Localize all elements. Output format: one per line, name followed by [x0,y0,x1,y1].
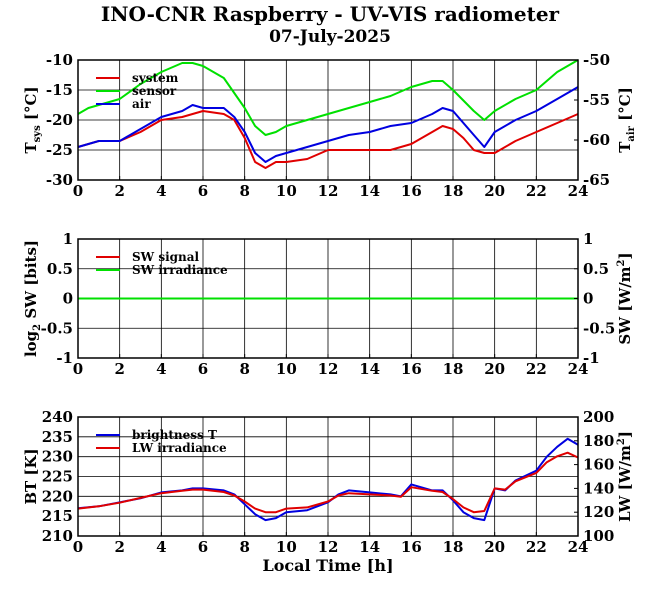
y-tick-label: 1 [63,230,73,248]
y2-tick-label: 180 [583,432,614,450]
page-date: 07-July-2025 [269,27,391,47]
x-tick-label: 0 [73,182,83,200]
y-tick-label: 225 [42,468,73,486]
x-axis-label: Local Time [h] [262,556,393,575]
x-tick-label: 8 [239,360,249,378]
y-tick-label: -0.5 [41,319,73,337]
legend-label: sensor [132,84,177,98]
legend-label: SW signal [132,250,200,264]
x-tick-label: 8 [239,538,249,556]
x-tick-label: 6 [198,182,208,200]
legend-label: brightness T [132,428,217,442]
y-tick-label: -10 [46,51,73,69]
x-tick-label: 4 [156,538,166,556]
page-title: INO-CNR Raspberry - UV-VIS radiometer [100,2,560,26]
x-tick-label: 4 [156,360,166,378]
x-tick-label: 20 [484,538,505,556]
y-tick-label: 235 [42,428,73,446]
x-tick-label: 14 [359,182,380,200]
x-tick-label: 16 [401,538,422,556]
x-tick-label: 24 [568,538,589,556]
y-tick-label: -15 [46,81,73,99]
series-line-lw-irradiance [77,451,579,514]
y-tick-label: -30 [46,171,73,189]
y-tick-label: -25 [46,141,73,159]
y2-tick-label: 1 [583,230,593,248]
legend-label: LW irradiance [132,441,227,455]
y-tick-label: -1 [56,349,73,367]
y2-tick-label: 0 [583,290,593,308]
series-line-system [77,110,579,169]
x-tick-label: 6 [198,360,208,378]
y2-tick-label: 120 [583,503,614,521]
legend-label: air [132,97,151,111]
x-tick-label: 16 [401,182,422,200]
y-tick-label: 215 [42,507,73,525]
y2-tick-label: 0.5 [583,260,609,278]
x-tick-label: 16 [401,360,422,378]
x-tick-label: 2 [114,360,124,378]
x-tick-label: 0 [73,538,83,556]
y2-tick-label: 140 [583,479,614,497]
y-tick-label: 240 [42,408,73,426]
y2-tick-label: 200 [583,408,614,426]
x-tick-label: 24 [568,360,589,378]
x-tick-label: 4 [156,182,166,200]
x-tick-label: 18 [443,182,464,200]
x-tick-label: 22 [526,538,547,556]
y-tick-label: 210 [42,527,73,545]
x-tick-label: 2 [114,182,124,200]
x-tick-label: 12 [318,182,339,200]
series-line-sensor [77,59,579,136]
chart-panel-3: 0 2 4 6 8 10 12 14 16 18 20 22 242102152202252302352… [22,408,634,575]
legend-label: system [132,71,179,85]
y2-tick-label: -60 [583,131,610,149]
y2-axis-label: Tair [°C] [616,87,637,153]
x-tick-label: 20 [484,182,505,200]
x-tick-label: 6 [198,538,208,556]
y2-tick-label: 160 [583,456,614,474]
y2-tick-label: -50 [583,51,610,69]
y-tick-label: -20 [46,111,73,129]
x-tick-label: 10 [276,182,297,200]
x-tick-label: 20 [484,360,505,378]
x-tick-label: 18 [443,538,464,556]
chart-panel-2: 0 2 4 6 8 10 12 14 16 18 20 22 24-1-0.500.51-1-0.500… [22,230,634,378]
legend-label: SW irradiance [132,263,228,277]
x-tick-label: 18 [443,360,464,378]
y-axis-label: Tsys [°C] [22,86,43,153]
x-tick-label: 14 [359,538,380,556]
y-tick-label: 230 [42,448,73,466]
x-tick-label: 10 [276,360,297,378]
chart-panel-1: 0 2 4 6 8 10 12 14 16 18 20 22 24-30-25-20-15-10-65-… [22,51,637,200]
y2-tick-label: 100 [583,527,614,545]
y2-tick-label: -1 [583,349,600,367]
x-tick-label: 12 [318,360,339,378]
x-tick-label: 22 [526,182,547,200]
y2-axis-label: SW [W/m2] [616,252,634,344]
x-tick-label: 2 [114,538,124,556]
y-tick-label: 0 [63,290,73,308]
y2-axis-label: LW [W/m2] [616,431,634,522]
y-tick-label: 0.5 [47,260,73,278]
y2-tick-label: -65 [583,171,610,189]
y-axis-label: log2 SW [bits] [22,240,43,357]
y2-tick-label: -0.5 [583,319,615,337]
x-tick-label: 22 [526,360,547,378]
x-tick-label: 8 [239,182,249,200]
x-tick-label: 0 [73,360,83,378]
x-tick-label: 12 [318,538,339,556]
x-tick-label: 10 [276,538,297,556]
y-axis-label: BT [K] [22,448,40,504]
x-tick-label: 14 [359,360,380,378]
chart-legend: brightness TLW irradiance [96,428,227,455]
y2-tick-label: -55 [583,91,610,109]
series-line-air [77,86,579,163]
x-tick-label: 24 [568,182,589,200]
y-tick-label: 220 [42,487,73,505]
